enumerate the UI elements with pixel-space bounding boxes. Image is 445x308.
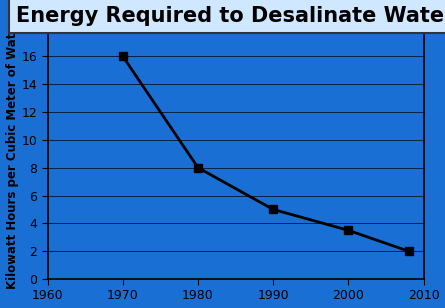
Y-axis label: Kilowatt Hours per Cubic Meter of Water: Kilowatt Hours per Cubic Meter of Water bbox=[5, 19, 19, 289]
Title: Energy Required to Desalinate Water: Energy Required to Desalinate Water bbox=[16, 6, 445, 26]
